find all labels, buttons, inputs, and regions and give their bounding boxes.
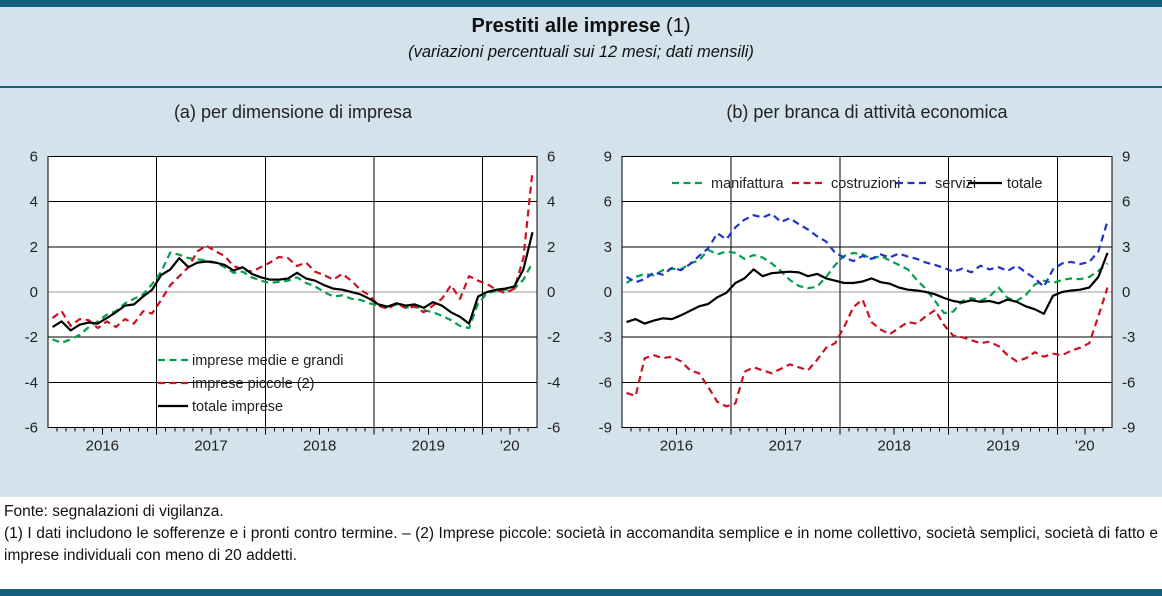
y-tick-label-right: 9 xyxy=(1122,149,1130,166)
y-tick-label-right: -6 xyxy=(547,420,560,437)
x-year-label: 2019 xyxy=(412,438,445,455)
x-year-label: 2018 xyxy=(878,438,911,455)
legend-label: totale xyxy=(1007,176,1042,192)
x-year-label: 2017 xyxy=(769,438,802,455)
grid-lines xyxy=(48,156,537,428)
series-line-servizi xyxy=(625,212,1109,288)
legend: imprese medie e grandi imprese piccole (2… xyxy=(158,353,344,415)
y-tick-label-right: 6 xyxy=(547,149,555,166)
month-ticks xyxy=(630,427,1104,435)
legend-label: totale imprese xyxy=(192,399,283,415)
series-line-manifattura xyxy=(625,248,1109,315)
legend-label: manifattura xyxy=(711,176,784,192)
series-line-costruzioni xyxy=(626,287,1109,408)
x-axis-labels: 2016 2017 2018 2019 '20 xyxy=(86,438,520,455)
y-tick-label-left: 4 xyxy=(30,194,38,211)
y-tick-label-left: 9 xyxy=(604,149,612,166)
series-group xyxy=(51,171,534,344)
y-tick-label-left: 6 xyxy=(30,149,38,166)
y-tick-label-left: 6 xyxy=(604,194,612,211)
plot-border xyxy=(47,155,538,429)
y-tick-label-right: -3 xyxy=(1122,329,1135,346)
panel-b-title: (b) per branca di attività economica xyxy=(726,102,1008,122)
y-axis-labels: 9 9 6 6 3 3 0 0 -3 -3 -6 -6 -9 -9 xyxy=(599,149,1136,437)
x-year-label: 2016 xyxy=(86,438,119,455)
y-tick-label-right: 0 xyxy=(547,284,555,301)
top-teal-band xyxy=(0,0,1162,7)
y-tick-label-right: -2 xyxy=(547,329,560,346)
figure-title-footnote-ref: (1) xyxy=(666,15,691,37)
legend: manifattura costruzioni servizi totale xyxy=(672,176,1042,192)
y-tick-label-right: 0 xyxy=(1122,284,1130,301)
title-divider-rule xyxy=(0,86,1162,88)
y-tick-label-left: -3 xyxy=(599,329,612,346)
series-line-imprese-medie-e-grandi xyxy=(52,251,534,344)
figure-title-text: Prestiti alle imprese xyxy=(471,15,661,37)
legend-label: imprese piccole (2) xyxy=(192,376,315,392)
y-tick-label-right: 3 xyxy=(1122,239,1130,256)
y-tick-label-left: -9 xyxy=(599,420,612,437)
figure-footnotes: Fonte: segnalazioni di vigilanza. (1) I … xyxy=(4,501,1158,567)
series-line-imprese-piccole-2- xyxy=(51,171,534,330)
y-tick-label-left: -2 xyxy=(25,329,38,346)
y-tick-label-right: 6 xyxy=(1122,194,1130,211)
legend-label: imprese medie e grandi xyxy=(192,353,344,369)
chart-b: 9 9 6 6 3 3 0 0 -3 -3 -6 -6 -9 -9 2016 2017 2018 2019 '20 m… xyxy=(599,149,1136,455)
y-tick-label-left: 0 xyxy=(30,284,38,301)
plot-border xyxy=(621,155,1113,429)
figure-subtitle: (variazioni percentuali sui 12 mesi; dat… xyxy=(408,43,754,61)
grid-lines xyxy=(622,156,1112,428)
series-line-totale xyxy=(626,252,1109,325)
y-tick-label-left: -6 xyxy=(599,374,612,391)
bottom-teal-band xyxy=(0,589,1162,596)
source-note: Fonte: segnalazioni di vigilanza. xyxy=(4,503,224,520)
x-year-label: '20 xyxy=(500,438,520,455)
y-tick-label-left: -4 xyxy=(25,374,38,391)
month-ticks xyxy=(56,427,529,435)
explanatory-note: (1) I dati includono le sofferenze e i p… xyxy=(4,525,1158,564)
series-group xyxy=(625,212,1109,408)
y-tick-label-right: -4 xyxy=(547,374,560,391)
y-tick-label-right: -9 xyxy=(1122,420,1135,437)
x-axis-labels: 2016 2017 2018 2019 '20 xyxy=(660,438,1095,455)
x-year-label: '20 xyxy=(1075,438,1095,455)
x-year-label: 2017 xyxy=(194,438,227,455)
x-year-label: 2019 xyxy=(986,438,1019,455)
panel-a-title: (a) per dimensione di impresa xyxy=(173,102,413,122)
y-tick-label-right: 2 xyxy=(547,239,555,256)
figure-title: Prestiti alle imprese (1) xyxy=(0,15,1162,38)
y-tick-label-left: -6 xyxy=(25,420,38,437)
y-tick-label-left: 0 xyxy=(604,284,612,301)
legend-label: costruzioni xyxy=(831,176,900,192)
y-tick-label-left: 3 xyxy=(604,239,612,256)
series-line-totale-imprese xyxy=(51,231,534,332)
y-tick-label-right: -6 xyxy=(1122,374,1135,391)
chart-a: 6 6 4 4 2 2 0 0 -2 -2 -4 -4 -6 -6 2016 2017 2018 2019 '20 i… xyxy=(25,149,561,455)
y-axis-labels: 6 6 4 4 2 2 0 0 -2 -2 -4 -4 -6 -6 xyxy=(25,149,561,437)
x-year-label: 2016 xyxy=(660,438,693,455)
x-year-label: 2018 xyxy=(303,438,336,455)
y-tick-label-right: 4 xyxy=(547,194,555,211)
legend-label: servizi xyxy=(935,176,976,192)
y-tick-label-left: 2 xyxy=(30,239,38,256)
